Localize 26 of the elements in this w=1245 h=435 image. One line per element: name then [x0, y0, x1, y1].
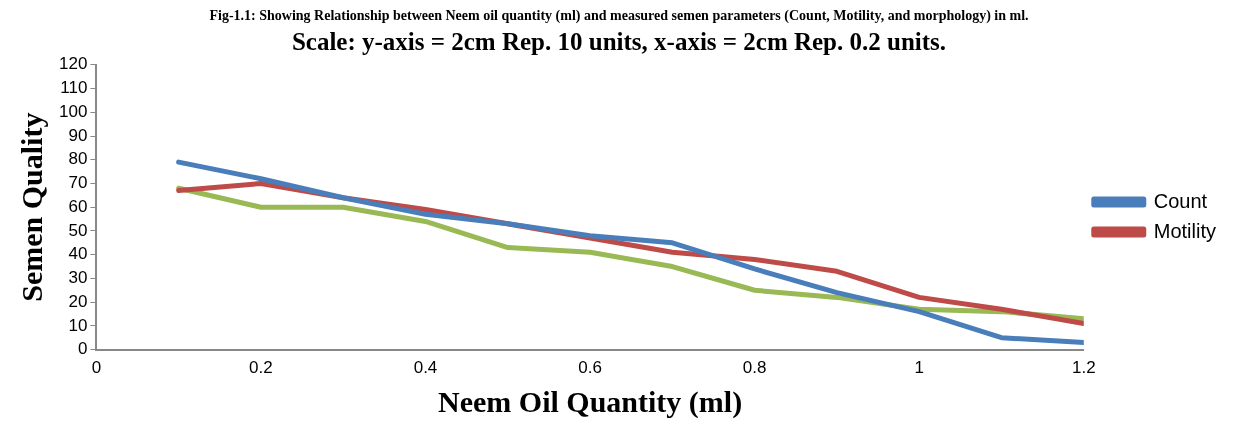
x-tick-label: 1 [914, 358, 924, 378]
y-tick-label: 60 [68, 196, 88, 216]
chart-subtitle: Scale: y-axis = 2cm Rep. 10 units, x-axis = 2cm Rep. 0.2 units. [291, 28, 947, 56]
y-tick-label: 40 [68, 244, 88, 264]
y-tick-label: 70 [68, 173, 88, 193]
x-tick-label: 0.4 [413, 358, 438, 378]
y-tick-label: 80 [68, 149, 88, 169]
legend-label: Motility [1153, 219, 1217, 242]
y-tick-label: 100 [58, 101, 88, 121]
x-tick-label: 1.2 [1071, 358, 1096, 378]
x-tick-label: 0.8 [742, 358, 767, 378]
y-tick-label: 30 [68, 268, 88, 288]
legend-label: Count [1153, 189, 1208, 212]
chart-title: Fig-1.1: Showing Relationship between Neem oil quantity (ml) and measured semen parameters (Count, Motility, and morphology) in ml. [209, 8, 1029, 25]
x-tick-label: 0 [91, 358, 102, 378]
x-tick-label: 0.6 [578, 358, 602, 378]
y-axis-title: Semen Quality [14, 112, 48, 302]
y-tick-label: 110 [60, 78, 88, 98]
y-tick-label: 90 [68, 125, 88, 145]
x-axis-title: Neem Oil Quantity (ml) [438, 384, 743, 419]
y-tick-label: 50 [68, 220, 88, 240]
y-tick-label: 10 [68, 315, 88, 335]
y-tick-label: 20 [68, 291, 88, 311]
y-tick-label: 120 [58, 54, 88, 74]
x-tick-label: 0.2 [249, 358, 273, 378]
y-tick-label: 0 [77, 339, 88, 359]
